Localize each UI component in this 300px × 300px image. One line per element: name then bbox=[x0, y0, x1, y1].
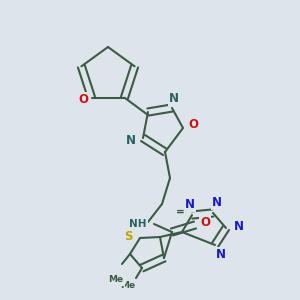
Text: N: N bbox=[185, 197, 195, 211]
Text: S: S bbox=[124, 230, 132, 242]
Text: N: N bbox=[234, 220, 244, 233]
Text: N: N bbox=[216, 248, 226, 262]
Text: Me: Me bbox=[108, 275, 124, 284]
Text: O: O bbox=[188, 118, 198, 131]
Text: O: O bbox=[200, 215, 210, 229]
Text: N: N bbox=[212, 196, 222, 208]
Text: NH: NH bbox=[129, 219, 147, 229]
Text: N: N bbox=[126, 134, 136, 148]
Text: Me: Me bbox=[120, 281, 136, 290]
Text: =: = bbox=[176, 207, 184, 217]
Text: O: O bbox=[79, 93, 88, 106]
Text: N: N bbox=[169, 92, 179, 104]
